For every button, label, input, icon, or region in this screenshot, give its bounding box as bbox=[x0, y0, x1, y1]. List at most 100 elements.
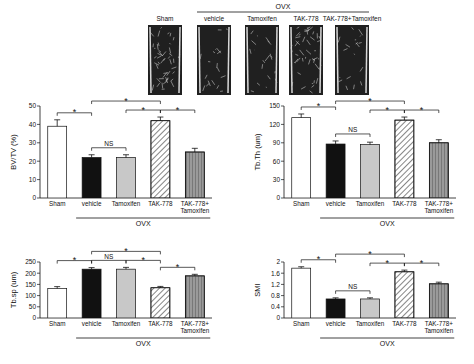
ct-trabecula bbox=[226, 29, 228, 30]
significance-label: NS bbox=[104, 140, 114, 147]
group-line bbox=[76, 338, 210, 339]
ct-trabecula bbox=[317, 40, 321, 41]
y-tick-label: 30 bbox=[29, 139, 37, 146]
y-tick bbox=[281, 284, 284, 285]
ct-trabecula bbox=[360, 81, 361, 85]
x-tick-label: Tamoxifen bbox=[112, 200, 141, 207]
ct-trabecula bbox=[261, 64, 263, 69]
ct-trabecula bbox=[161, 27, 162, 28]
ct-trabecula bbox=[169, 43, 170, 44]
ct-trabecula bbox=[251, 31, 253, 34]
ct-trabecula bbox=[152, 85, 153, 91]
ct-trabecula bbox=[252, 41, 257, 45]
ct-cortex bbox=[320, 27, 321, 93]
significance-label: * bbox=[420, 258, 424, 268]
ct-trabecula bbox=[296, 32, 300, 36]
ct-trabecula bbox=[306, 30, 308, 35]
chart: 00.40.81.21.62SMIShamvehicleTamoxifenTAK… bbox=[253, 249, 456, 347]
ct-cortex bbox=[179, 27, 180, 93]
ct-trabecula bbox=[312, 31, 314, 34]
x-tick-label: Tamoxifen bbox=[356, 200, 385, 207]
ct-trabecula bbox=[314, 50, 316, 51]
ct-trabecula bbox=[163, 72, 167, 77]
ct-trabecula bbox=[359, 29, 363, 35]
ct-trabecula bbox=[154, 56, 156, 58]
ct-trabecula bbox=[254, 50, 255, 51]
ct-trabecula bbox=[217, 85, 219, 88]
ct-trabecula bbox=[338, 37, 340, 43]
error-cap bbox=[436, 139, 442, 140]
ct-trabecula bbox=[216, 63, 218, 68]
ct-trabecula bbox=[217, 48, 221, 53]
bar-hatch bbox=[429, 284, 448, 318]
ct-trabecula bbox=[217, 51, 221, 54]
bar bbox=[117, 158, 136, 198]
ct-trabecula bbox=[161, 59, 165, 64]
y-tick bbox=[37, 124, 40, 125]
ct-trabecula bbox=[256, 35, 258, 37]
error-cap bbox=[401, 270, 407, 271]
ct-trabecula bbox=[359, 42, 362, 44]
bar bbox=[48, 288, 67, 318]
y-axis-label: Tb.sp (um) bbox=[9, 271, 18, 308]
y-axis-label: BV/TV (%) bbox=[9, 134, 18, 170]
x-tick-label: Tamoxifen bbox=[180, 327, 209, 334]
ct-trabecula bbox=[346, 44, 350, 47]
ct-trabecula bbox=[169, 54, 172, 56]
x-tick-label: TAK-778+ bbox=[181, 320, 209, 327]
ct-cortex bbox=[276, 27, 277, 93]
ct-trabecula bbox=[355, 39, 356, 40]
ct-trabecula bbox=[318, 58, 319, 60]
bars bbox=[48, 117, 205, 198]
error-bar bbox=[301, 114, 302, 118]
ct-trabecula bbox=[221, 76, 226, 78]
panel-label: Tamoxifen bbox=[247, 15, 277, 22]
group-label: OVX bbox=[380, 340, 395, 347]
x-tick-label: Sham bbox=[293, 320, 309, 327]
ct-trabecula bbox=[338, 80, 342, 82]
ct-trabecula bbox=[205, 75, 207, 79]
error-cap bbox=[192, 274, 198, 275]
significance-label: * bbox=[73, 107, 77, 117]
x-tick-label: TAK-778 bbox=[148, 320, 173, 327]
x-tick-label: Tamoxifen bbox=[356, 320, 385, 327]
ct-trabecula bbox=[268, 76, 271, 80]
error-cap bbox=[157, 117, 163, 118]
y-tick-label: 50 bbox=[29, 102, 37, 109]
y-tick-label: 100 bbox=[25, 292, 36, 299]
ct-trabecula bbox=[310, 37, 314, 40]
ct-trabecula bbox=[250, 49, 251, 54]
y-axis-label: SMI bbox=[253, 283, 262, 296]
y-tick-label: 0.4 bbox=[271, 303, 280, 310]
ct-cortex bbox=[228, 27, 229, 93]
significance-label: NS bbox=[348, 283, 358, 290]
chart: 050100150200250Tb.sp (um)ShamvehicleTamo… bbox=[9, 246, 212, 347]
error-bar bbox=[335, 141, 336, 144]
ct-trabecula bbox=[154, 63, 159, 65]
significance-label: * bbox=[124, 96, 128, 106]
ct-trabecula bbox=[157, 56, 161, 58]
ct-cortex bbox=[337, 27, 338, 93]
panel-label: TAK-778 bbox=[293, 15, 319, 22]
ct-trabecula bbox=[298, 73, 301, 75]
y-tick bbox=[281, 262, 284, 263]
ct-trabecula bbox=[217, 67, 219, 71]
significance-label: * bbox=[176, 105, 180, 115]
ct-trabecula bbox=[347, 77, 351, 79]
ct-trabecula bbox=[159, 78, 164, 79]
bar bbox=[151, 288, 170, 318]
x-tick-label: Tamoxifen bbox=[180, 207, 209, 214]
ct-trabecula bbox=[305, 57, 306, 59]
y-tick-label: 50 bbox=[29, 303, 37, 310]
ct-trabecula bbox=[158, 50, 161, 52]
ct-trabecula bbox=[167, 71, 170, 76]
y-axis-label: Tb.Th (um) bbox=[253, 133, 262, 171]
ct-trabecula bbox=[309, 59, 311, 64]
y-tick-label: 0 bbox=[32, 194, 36, 201]
y-tick bbox=[37, 106, 40, 107]
error-bar bbox=[438, 140, 439, 143]
bar bbox=[326, 144, 345, 198]
ct-trabecula bbox=[206, 83, 209, 86]
ct-trabecula bbox=[162, 83, 164, 89]
group-line bbox=[76, 218, 210, 219]
